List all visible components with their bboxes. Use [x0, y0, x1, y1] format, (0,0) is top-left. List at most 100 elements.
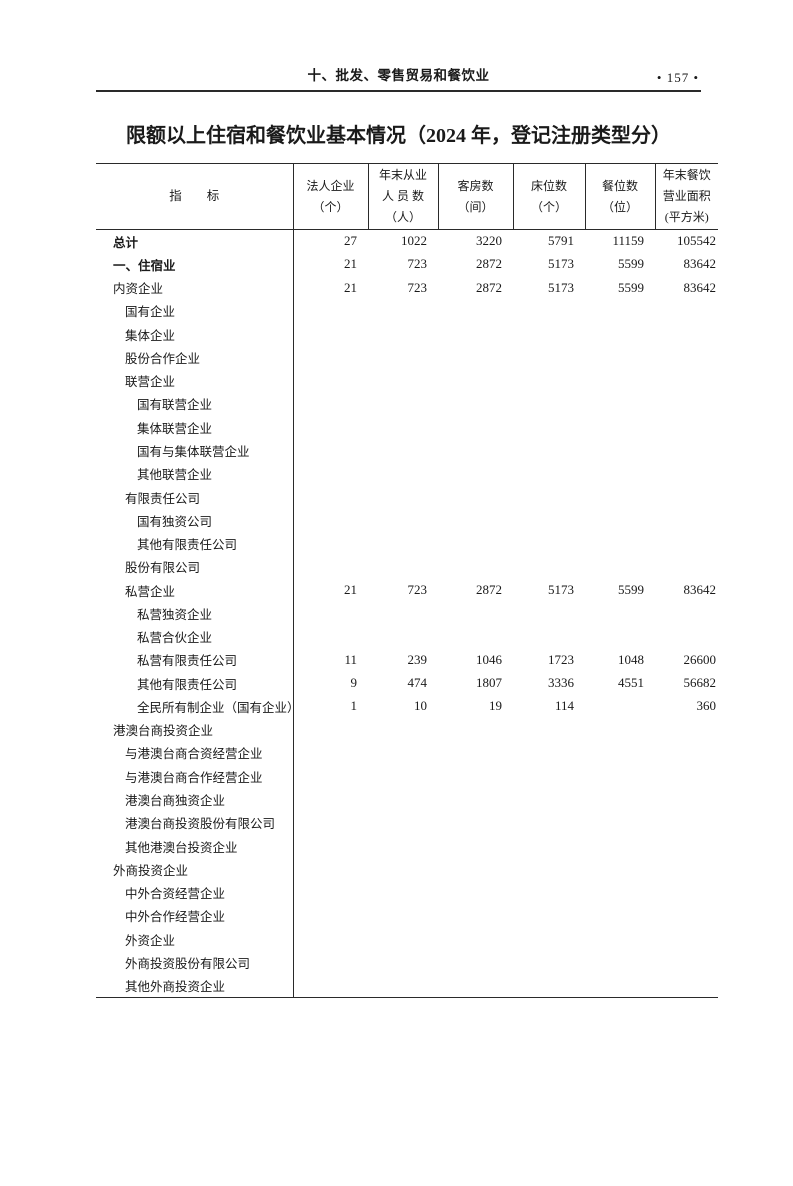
row-value: [438, 834, 513, 857]
row-value: [438, 904, 513, 927]
row-value: [655, 811, 718, 834]
row-value: 5173: [548, 256, 574, 272]
row-value: [513, 951, 585, 974]
table-row: 有限责任公司: [96, 485, 718, 509]
row-value: [655, 485, 718, 508]
row-value: [513, 392, 585, 415]
row-label: 其他港澳台投资企业: [96, 834, 294, 858]
row-value: [585, 834, 655, 857]
row-value: [585, 369, 655, 392]
row-value: [655, 532, 718, 555]
row-value: [513, 718, 585, 741]
row-value: [655, 602, 718, 625]
row-label: 股份合作企业: [96, 345, 294, 370]
row-value: 21: [344, 256, 357, 272]
row-value: [585, 462, 655, 485]
row-value: [585, 392, 655, 415]
row-value: [585, 323, 655, 346]
column-header: 客房数 （间）: [438, 163, 514, 230]
column-header: 餐位数 （位）: [585, 163, 656, 230]
table-row: 中外合资经营企业: [96, 880, 718, 905]
row-value: [513, 741, 585, 764]
row-value: 114: [554, 698, 574, 714]
row-value: [293, 858, 368, 881]
stats-table: 指 标 法人企业 （个） 年末从业人 员 数（人） 客房数 （间） 床位数 （个） 餐位数 （位…: [96, 163, 718, 998]
row-value: [513, 858, 585, 881]
row-label: 港澳台商独资企业: [96, 787, 294, 812]
row-value: 1048: [618, 651, 644, 667]
table-row: 股份合作企业: [96, 345, 718, 370]
row-value: [368, 904, 438, 927]
row-value: [655, 555, 718, 578]
row-value: [655, 299, 718, 322]
table-header: 指 标 法人企业 （个） 年末从业人 员 数（人） 客房数 （间） 床位数 （个） 餐位数 （位…: [96, 163, 718, 230]
table-row: 其他有限责任公司: [96, 531, 718, 556]
table-row: 外商投资股份有限公司: [96, 950, 718, 974]
table-row: 其他有限责任公司 9 474 1807 3336 4551 56682: [96, 671, 718, 695]
section-title: 十、批发、零售贸易和餐饮业: [307, 68, 490, 83]
row-value: 56682: [683, 675, 717, 691]
table-row: 国有独资公司: [96, 508, 718, 532]
row-value: [368, 439, 438, 462]
table-row: 与港澳台商合资经营企业: [96, 741, 718, 765]
row-value: [438, 299, 513, 322]
row-value: 83642: [683, 279, 717, 295]
row-value: [513, 369, 585, 392]
row-value: 2872: [476, 582, 502, 598]
row-value: 5599: [618, 279, 644, 295]
row-value: [655, 927, 718, 950]
table-row: 港澳台商投资企业: [96, 718, 718, 742]
page-number: • 157 •: [656, 70, 699, 85]
row-value: [655, 881, 718, 904]
table-row: 总计 27 1022 3220 5791 11159 105542: [96, 229, 718, 253]
table-row: 港澳台商投资股份有限公司: [96, 811, 718, 835]
row-value: [585, 811, 655, 834]
row-value: [585, 416, 655, 439]
row-value: 5599: [618, 582, 644, 598]
row-label: 总计: [96, 229, 294, 253]
row-value: [655, 369, 718, 392]
table-row: 其他外商投资企业: [96, 974, 718, 998]
row-value: [655, 741, 718, 764]
row-value: [513, 602, 585, 625]
row-value: [438, 346, 513, 369]
row-value: 4551: [618, 675, 644, 691]
table-row: 其他港澳台投资企业: [96, 834, 718, 858]
row-value: [293, 323, 368, 346]
row-value: [655, 834, 718, 857]
row-value: [293, 509, 368, 532]
row-value: [293, 834, 368, 857]
row-value: [438, 788, 513, 811]
row-label: 港澳台商投资股份有限公司: [96, 811, 294, 835]
row-value: [368, 718, 438, 741]
row-value: 1022: [401, 233, 427, 249]
row-value: [368, 858, 438, 881]
row-value: [368, 765, 438, 788]
row-value: 5599: [618, 256, 644, 272]
row-value: [368, 741, 438, 764]
row-value: [513, 299, 585, 322]
row-value: [513, 834, 585, 857]
row-value: 83642: [683, 582, 717, 598]
row-value: 105542: [677, 233, 716, 249]
table-row: 中外合作经营企业: [96, 904, 718, 928]
row-value: [368, 485, 438, 508]
row-value: [438, 951, 513, 974]
row-value: [293, 765, 368, 788]
column-header: 年末餐饮 营业面积 (平方米): [655, 163, 718, 230]
row-value: [585, 927, 655, 950]
row-value: [513, 974, 585, 997]
row-value: [368, 834, 438, 857]
row-value: [585, 858, 655, 881]
row-value: [655, 974, 718, 997]
row-value: [655, 788, 718, 811]
row-value: [655, 858, 718, 881]
row-value: [368, 462, 438, 485]
row-label: 国有独资公司: [96, 508, 294, 532]
row-value: [438, 765, 513, 788]
row-value: [513, 323, 585, 346]
row-value: [293, 485, 368, 508]
row-value: [585, 555, 655, 578]
row-value: [438, 555, 513, 578]
row-value: [293, 788, 368, 811]
